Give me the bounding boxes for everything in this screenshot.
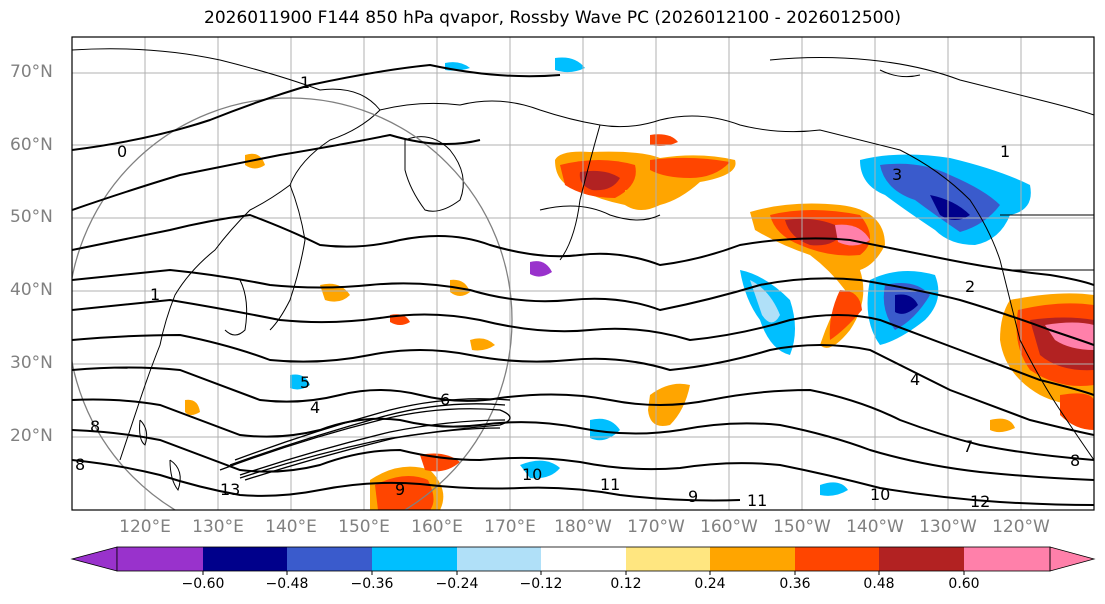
colorbar [70, 546, 1096, 575]
domain-circle [72, 97, 513, 510]
contour-label: 13 [220, 480, 240, 499]
lon-label: 170°W [627, 517, 685, 537]
contour-label: 7 [963, 437, 973, 456]
lon-label: 130°W [919, 517, 977, 537]
lon-label: 150°E [338, 517, 390, 537]
lon-label: 140°E [265, 517, 317, 537]
contour-label: 0 [117, 142, 127, 161]
lat-label: 60°N [10, 135, 53, 155]
contour-label: 4 [910, 370, 920, 389]
colorbar-tick-label: 0.36 [779, 576, 811, 592]
contour-label: 12 [970, 492, 990, 511]
contour-label: 1 [150, 285, 160, 304]
contour-label: 9 [688, 487, 698, 506]
contour-label: 5 [300, 373, 310, 392]
colorbar-under-triangle [70, 546, 118, 572]
colorbar-tick-label: −0.24 [435, 576, 479, 592]
contour-label: 8 [90, 417, 100, 436]
contour-label: 11 [747, 491, 767, 510]
jet-contours [219, 398, 511, 481]
lon-label: 160°E [411, 517, 463, 537]
colorbar-tick-label: −0.12 [519, 576, 563, 592]
contour-label: 9 [395, 480, 405, 499]
lon-label: 120°W [992, 517, 1050, 537]
colorbar-tick-label: 0.60 [948, 576, 980, 592]
lon-label: 130°E [192, 517, 244, 537]
coastlines [72, 48, 1094, 492]
contour-label: 2 [965, 277, 975, 296]
lon-label: 180°W [554, 517, 612, 537]
colorbar-tick-label: 0.24 [694, 576, 726, 592]
colorbar-tick-label: −0.36 [350, 576, 394, 592]
contour-label: 1 [1000, 142, 1010, 161]
colorbar-tick-label: 0.48 [863, 576, 895, 592]
contour-label: 10 [870, 485, 890, 504]
contour-label: 1 [300, 73, 310, 92]
lat-label: 50°N [10, 207, 53, 227]
lon-label: 160°W [700, 517, 758, 537]
lat-label: 70°N [10, 62, 53, 82]
contours [72, 63, 1094, 506]
lat-label: 30°N [10, 353, 53, 373]
colorbar-tick-label: −0.60 [181, 576, 225, 592]
contour-label: 11 [600, 475, 620, 494]
map-title: 2026011900 F144 850 hPa qvapor, Rossby W… [204, 8, 901, 28]
contour-label: 3 [892, 165, 902, 184]
colorbar-tick-label: −0.48 [265, 576, 309, 592]
contour-label: 4 [310, 398, 320, 417]
contour-label: 8 [1070, 451, 1080, 470]
lon-label: 170°E [484, 517, 536, 537]
colorbar-over-triangle [1049, 546, 1096, 572]
map-frame [71, 36, 1095, 511]
lon-label: 140°W [846, 517, 904, 537]
lon-label: 120°E [119, 517, 171, 537]
lat-label: 40°N [10, 280, 53, 300]
contour-label: 10 [522, 465, 542, 484]
contour-label: 6 [440, 390, 450, 409]
contour-label: 8 [75, 455, 85, 474]
contour-labels: 1 0 3 2 4 7 1 6 5 4 9 8 10 11 9 11 10 12… [75, 73, 1080, 511]
lon-label: 150°W [773, 517, 831, 537]
colorbar-tick-label: 0.12 [610, 576, 642, 592]
lat-label: 20°N [10, 426, 53, 446]
